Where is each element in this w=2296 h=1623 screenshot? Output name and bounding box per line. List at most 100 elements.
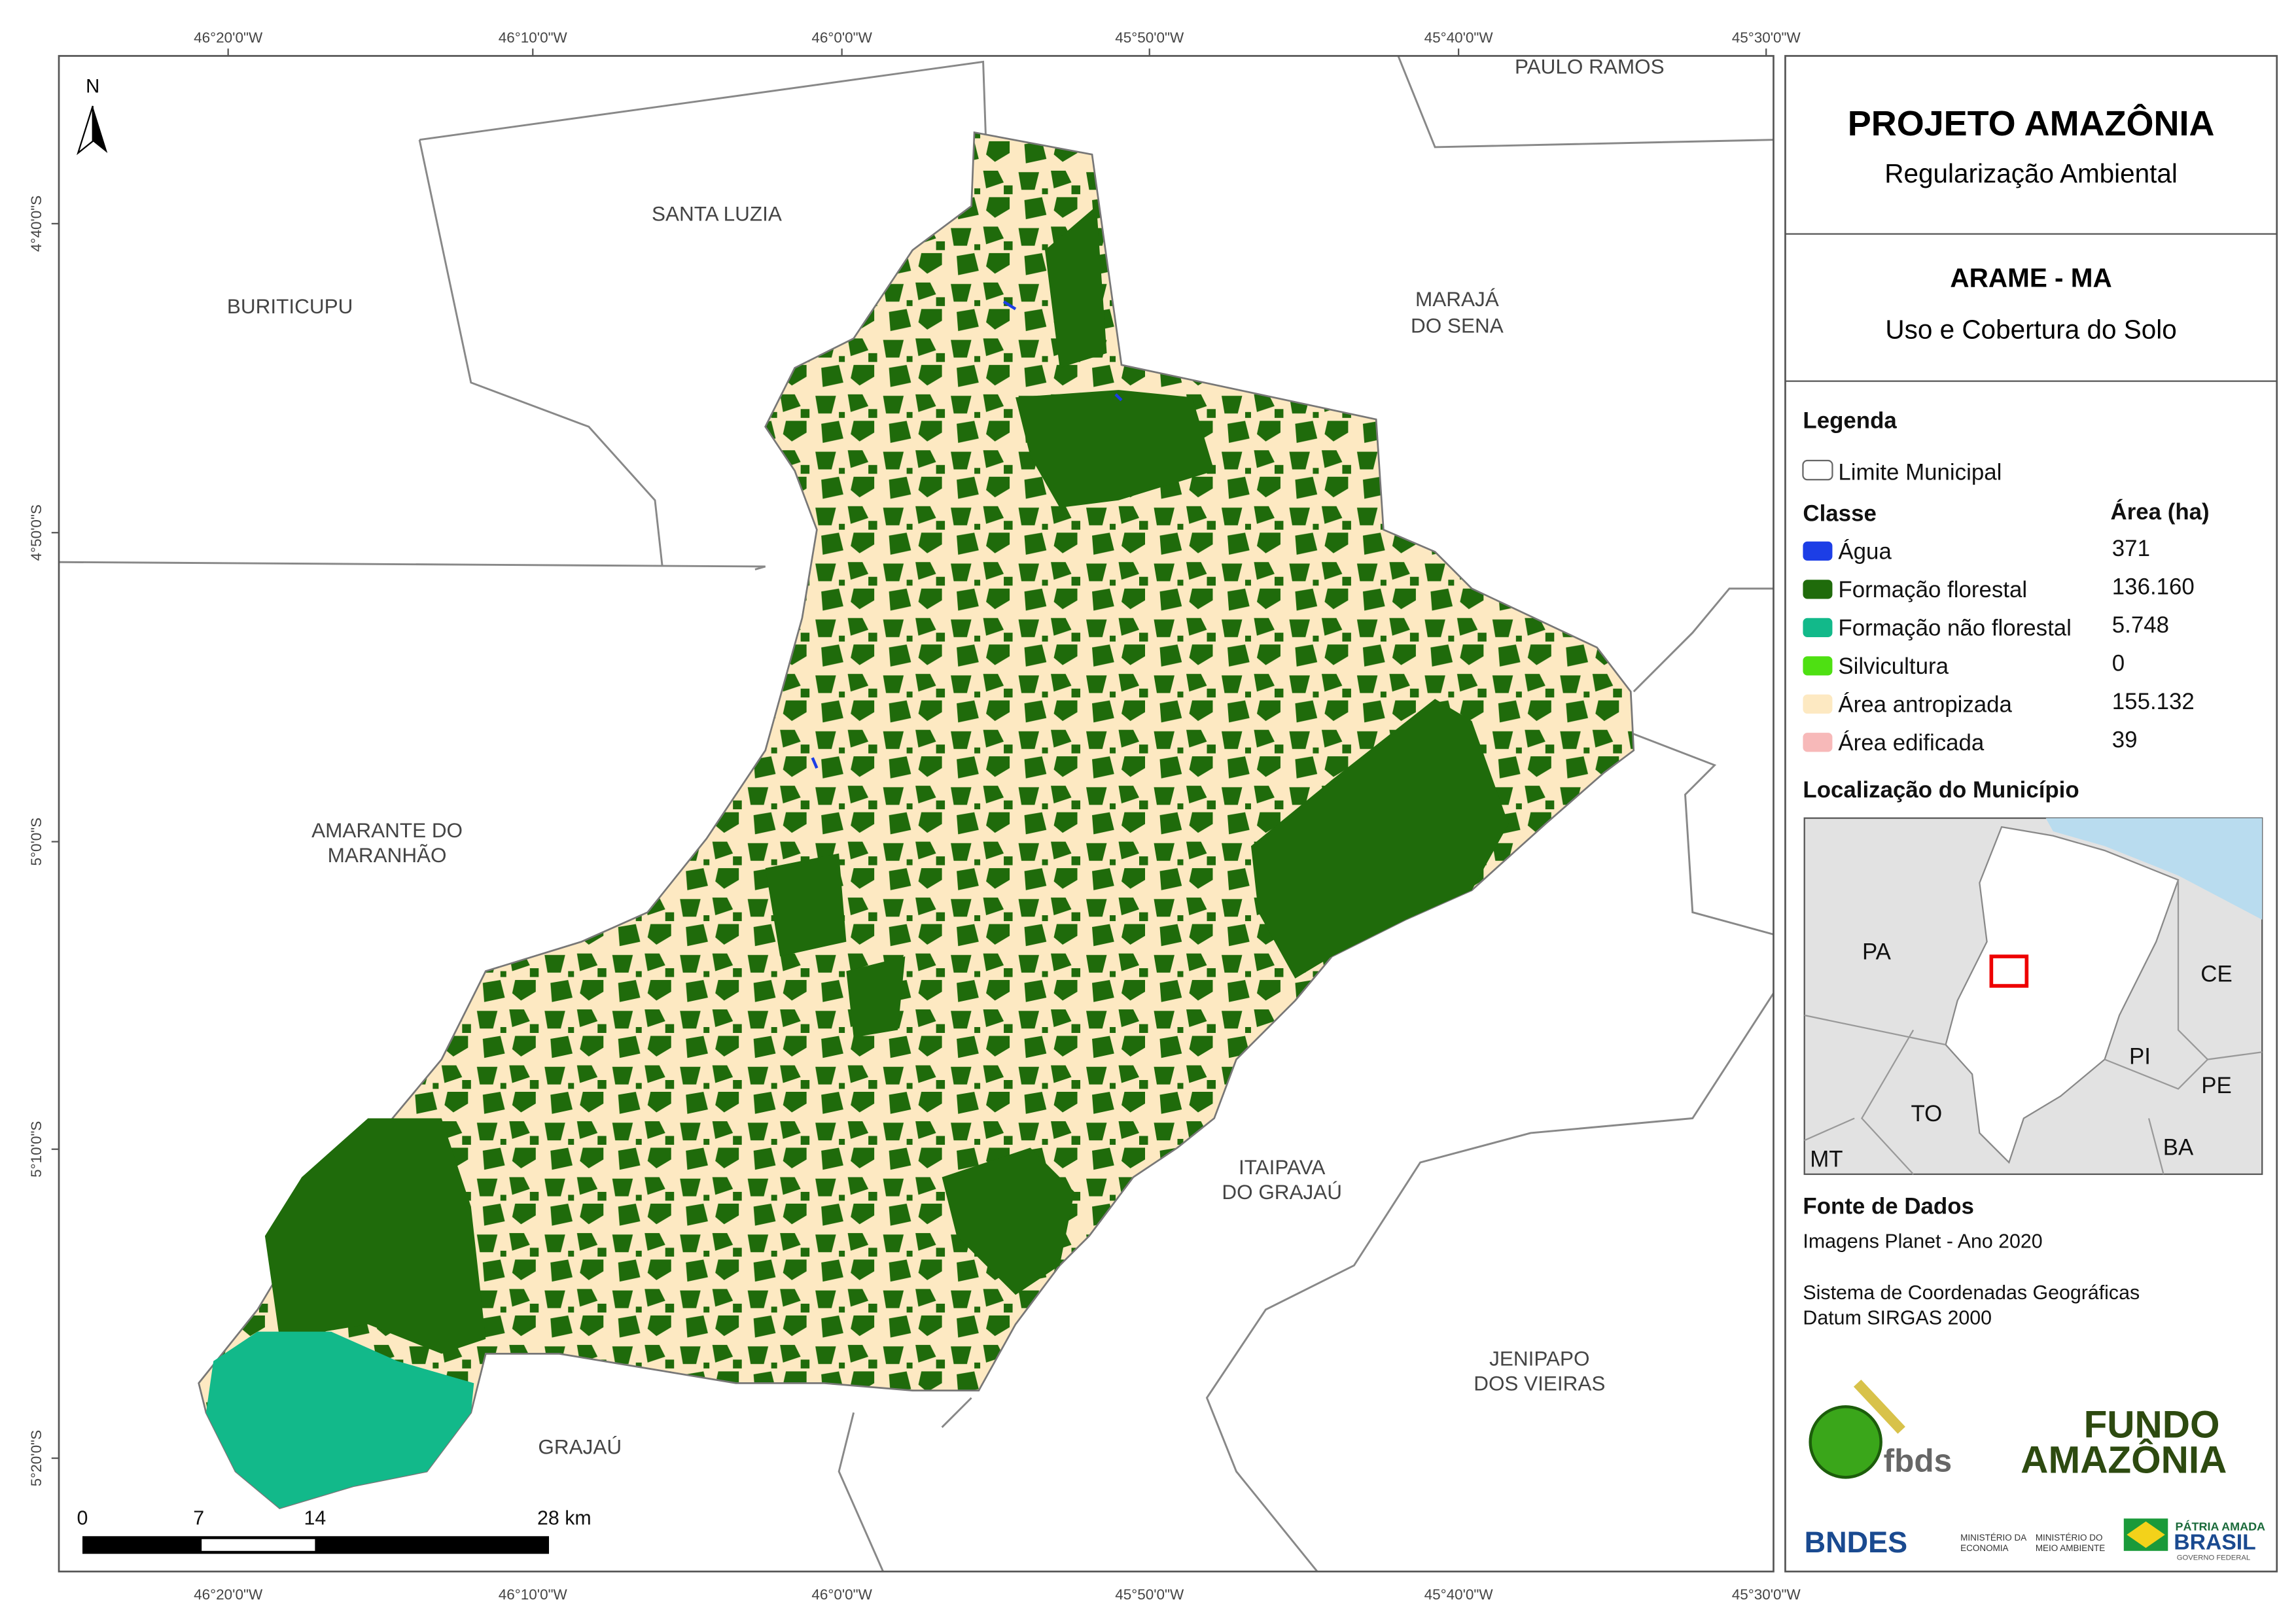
boundary-label: Limite Municipal [1838,459,2002,485]
place-label: AMARANTE DO [311,818,463,842]
place-label: JENIPAPO [1489,1346,1589,1370]
bndes-text: BNDES [1805,1526,1907,1559]
ocean [2045,818,2263,920]
project-subtitle: Regularização Ambiental [1884,158,2178,188]
location-marker [1989,954,2029,988]
state-label: CE [2200,961,2232,986]
map-frame [58,55,1775,1573]
place-label: BURITICUPU [227,294,353,318]
place-label: SANTA LUZIA [652,201,782,225]
lon-label: 45°40'0"W [1424,1586,1494,1603]
class-area: 39 [2112,727,2138,753]
source-line: Sistema de Coordenadas Geográficas [1803,1282,2140,1304]
class-swatch [1803,580,1833,599]
place-labels: BURITICUPU SANTA LUZIA MARAJÁ DO SENA PA… [227,54,1665,1458]
lon-label: 45°50'0"W [1115,1586,1184,1603]
legend-classes: Água 371 Formação florestal 136.160 Formação… [1803,536,2195,756]
map-body [59,56,1774,1572]
municipal-boundaries [59,56,1774,1572]
state-label: PI [2129,1043,2151,1069]
place-label: MARANHÃO [328,843,447,867]
class-name: Área edificada [1838,730,1984,756]
logos: fbds FUNDO AMAZÔNIA BNDES MINISTÉRIO DA … [1805,1379,2266,1562]
lon-label: 46°0'0"W [811,29,872,46]
map-subtitle: Uso e Cobertura do Solo [1885,314,2176,344]
scale-label: 0 [77,1507,88,1529]
brasil-text: BRASIL [2174,1530,2256,1555]
forest-patches [264,205,1509,1354]
lon-label: 45°50'0"W [1115,29,1184,46]
lon-label: 45°30'0"W [1732,29,1801,46]
lon-label: 46°20'0"W [194,1586,263,1603]
class-area: 136.160 [2112,574,2195,600]
lat-label: 4°40'0"S [28,196,44,252]
lon-label: 46°10'0"W [499,29,568,46]
scale-label: 7 [193,1507,204,1529]
lon-label: 45°30'0"W [1732,1586,1801,1603]
map-title: ARAME - MA [1950,263,2111,293]
lon-label: 46°20'0"W [194,29,263,46]
fbds-circle [1809,1405,1882,1479]
class-name: Formação florestal [1838,577,2027,602]
amazonia-text: AMAZÔNIA [2021,1438,2227,1482]
state-label: PA [1862,939,1892,965]
class-name: Silvicultura [1838,654,1949,679]
legend-title: Legenda [1803,408,1897,434]
area-header: Área (ha) [2111,498,2210,525]
boundary-swatch [1802,459,1833,481]
lat-label: 5°0'0"S [28,818,44,866]
patria-text: PÁTRIA AMADA [2176,1519,2266,1533]
locator-title: Localização do Município [1803,777,2079,803]
class-name: Água [1838,539,1892,565]
lat-label: 5°10'0"S [28,1121,44,1178]
ministry-text: ECONOMIA [1960,1543,2008,1553]
coordinate-labels: 46°20'0"W 46°20'0"W 46°10'0"W 46°10'0"W 46°0… [28,29,1801,1603]
class-header: Classe [1803,500,1876,526]
place-label: DO GRAJAÚ [1222,1180,1342,1204]
flag-diamond [2127,1521,2165,1548]
ministry-text: MEIO AMBIENTE [2036,1543,2105,1553]
north-arrow: N [77,77,108,156]
class-swatch [1803,694,1833,714]
fbds-text: fbds [1884,1442,1952,1478]
class-swatch [1803,618,1833,637]
side-panel: PROJETO AMAZÔNIA Regularização Ambiental… [1784,55,2278,1573]
class-name: Formação não florestal [1838,616,2072,641]
class-area: 155.132 [2112,689,2195,714]
fbds-bar [1853,1379,1905,1434]
lon-label: 46°10'0"W [499,1586,568,1603]
fundo-text: FUNDO [2084,1404,2220,1446]
lat-label: 4°50'0"S [28,504,44,561]
place-label: DO SENA [1411,313,1504,337]
class-area: 371 [2112,536,2150,561]
scale-label: 28 km [537,1507,592,1529]
governo-text: GOVERNO FEDERAL [2177,1554,2250,1562]
state-borders [1804,880,2263,1175]
source-line: Imagens Planet - Ano 2020 [1803,1230,2042,1252]
class-name: Área antropizada [1838,692,2012,718]
place-label: GRAJAÚ [538,1435,622,1458]
state-label: BA [2163,1135,2194,1161]
class-area: 0 [2112,651,2125,676]
scale-segment [82,1536,550,1554]
scale-bar: 0 7 14 28 km [77,1507,592,1554]
water-bodies [811,300,1123,769]
place-label: ITAIPAVA [1239,1155,1325,1179]
arrow-right [92,105,108,153]
source-line: Datum SIRGAS 2000 [1803,1307,1992,1329]
arame-municipality [198,131,1635,1510]
ministry-text: MINISTÉRIO DO [2036,1533,2103,1543]
maranhao [1945,826,2180,1164]
state-label: PE [2201,1073,2232,1098]
place-label: MARAJÁ [1415,287,1499,311]
scale-segment [202,1539,315,1551]
state-label: MT [1810,1147,1843,1172]
non-forest-formation [205,1331,474,1509]
locator-map: PA CE PI PE TO BA MT [1803,817,2263,1176]
north-label: N [86,77,99,97]
lon-label: 46°0'0"W [811,1586,872,1603]
class-swatch [1803,656,1833,676]
sources-title: Fonte de Dados [1803,1194,1973,1219]
